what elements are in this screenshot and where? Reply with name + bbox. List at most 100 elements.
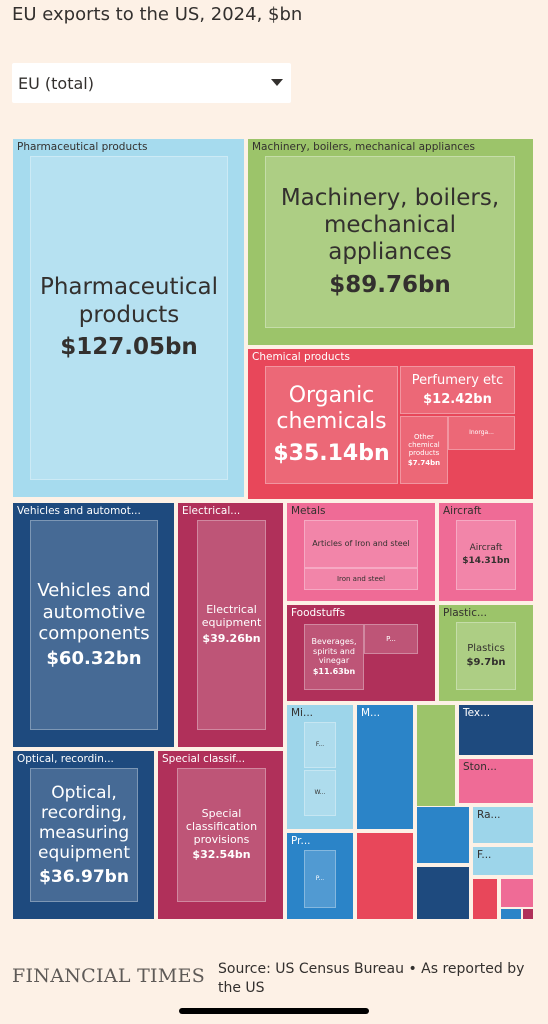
- dropdown-arrow: [271, 79, 283, 86]
- group-label: Chemical products: [252, 351, 350, 363]
- child-value: $35.14bn: [273, 440, 390, 466]
- child-tile: W...: [304, 770, 336, 816]
- child-tile: Electrical equipment $39.26bn: [197, 520, 266, 730]
- group-tile: Optical, recordin...: [12, 750, 155, 920]
- minor-tile: [472, 878, 498, 920]
- group-label: Vehicles and automot...: [17, 505, 141, 517]
- group-label: Mi...: [291, 707, 313, 719]
- child-value: $127.05bn: [60, 334, 198, 361]
- child-tile: Other chemical products $7.74bn: [400, 416, 448, 484]
- child-tile: Vehicles and automotive components $60.32…: [30, 520, 158, 730]
- child-tile: Perfumery etc $12.42bn: [400, 366, 515, 414]
- group-tile: Special classif...: [157, 750, 284, 920]
- child-value: $60.32bn: [46, 648, 142, 670]
- child-value: $89.76bn: [329, 272, 451, 298]
- dropdown[interactable]: EU (total): [12, 63, 291, 103]
- child-tile: F...: [304, 722, 336, 768]
- group-tile: Ra...: [472, 806, 534, 844]
- child-tile: Iron and steel: [304, 568, 418, 590]
- group-label: Tex...: [463, 707, 491, 719]
- group-tile: Metals: [286, 502, 436, 602]
- group-tile: Machinery, boilers, mechanical appliance…: [247, 138, 534, 346]
- child-tile: Plastics $9.7bn: [456, 622, 516, 690]
- child-value: $14.31bn: [462, 556, 510, 567]
- minor-tile: [416, 806, 470, 864]
- child-tile: Inorga...: [448, 416, 515, 450]
- child-tile: Articles of Iron and steel: [304, 520, 418, 568]
- child-value: $39.26bn: [202, 631, 261, 645]
- group-tile: Electrical...: [177, 502, 284, 748]
- child-tile: Machinery, boilers, mechanical appliance…: [265, 156, 515, 328]
- group-label: Electrical...: [182, 505, 241, 517]
- child-name: W...: [314, 789, 326, 797]
- group-tile: Mi...: [286, 704, 354, 830]
- group-label: F...: [477, 849, 492, 861]
- child-name: Special classification provisions: [185, 806, 258, 846]
- group-tile: Aircraft: [438, 502, 534, 602]
- child-name: Other chemical products: [408, 432, 440, 458]
- child-name: Aircraft: [469, 543, 503, 554]
- minor-tile: [416, 866, 470, 920]
- child-value: $7.74bn: [407, 459, 441, 468]
- minor-tile: [500, 908, 522, 920]
- child-tile: P...: [364, 624, 418, 654]
- child-name: P...: [315, 875, 325, 883]
- group-tile: Chemical products: [247, 348, 534, 500]
- group-label: Pharmaceutical products: [17, 141, 148, 153]
- child-tile: P...: [304, 850, 336, 908]
- child-tile: Special classification provisions $32.54b…: [177, 768, 266, 902]
- group-label: Metals: [291, 505, 326, 517]
- child-name: Machinery, boilers, mechanical appliance…: [280, 184, 500, 266]
- child-name: Iron and steel: [336, 574, 386, 583]
- child-value: $32.54bn: [192, 848, 251, 862]
- group-tile: Vehicles and automot...: [12, 502, 175, 748]
- group-tile: M...: [356, 704, 414, 830]
- child-tile: Organic chemicals $35.14bn: [265, 366, 398, 484]
- title: EU exports to the US, 2024, $bn: [12, 4, 303, 25]
- brand: FINANCIAL TIMES: [12, 965, 206, 987]
- group-label: Foodstuffs: [291, 607, 346, 619]
- minor-tile: [500, 878, 534, 908]
- child-name: Vehicles and automotive components: [37, 580, 151, 644]
- child-tile: Pharmaceutical products $127.05bn: [30, 156, 228, 480]
- child-name: Articles of Iron and steel: [312, 539, 410, 549]
- child-name: Organic chemicals: [276, 383, 387, 435]
- group-label: Optical, recordin...: [17, 753, 114, 765]
- child-name: Electrical equipment: [201, 603, 262, 630]
- home-indicator: [179, 1008, 369, 1014]
- dropdown-value: EU (total): [18, 74, 94, 93]
- group-label: Ra...: [477, 809, 501, 821]
- child-tile: Aircraft $14.31bn: [456, 520, 516, 590]
- group-label: Ston...: [463, 761, 497, 773]
- group-label: Pr...: [291, 835, 311, 847]
- child-name: F...: [315, 741, 325, 749]
- group-label: M...: [361, 707, 381, 719]
- child-name: Inorga...: [469, 429, 494, 437]
- child-value: $36.97bn: [39, 867, 129, 888]
- group-tile: F...: [472, 846, 534, 876]
- child-value: $12.42bn: [423, 391, 492, 407]
- child-name: Optical, recording, measuring equipment: [38, 782, 130, 863]
- group-label: Aircraft: [443, 505, 482, 517]
- minor-tile: [356, 832, 414, 920]
- group-label: Machinery, boilers, mechanical appliance…: [252, 141, 475, 153]
- minor-tile: [522, 908, 534, 920]
- child-name: Perfumery etc: [411, 373, 504, 389]
- group-tile: Ston...: [458, 758, 534, 804]
- group-tile: Tex...: [458, 704, 534, 756]
- group-tile: Pharmaceutical products: [12, 138, 245, 498]
- child-value: $11.63bn: [312, 667, 356, 677]
- treemap: Pharmaceutical products Pharmaceutical pr…: [12, 138, 534, 920]
- child-name: Beverages, spirits and vinegar: [311, 637, 357, 665]
- child-name: Pharmaceutical products: [39, 274, 218, 328]
- child-value: $9.7bn: [466, 657, 506, 669]
- group-tile: Pr...: [286, 832, 354, 920]
- source: Source: US Census Bureau • As reported b…: [218, 961, 525, 996]
- child-name: Plastics: [467, 642, 505, 654]
- child-tile: Optical, recording, measuring equipment $…: [30, 768, 138, 902]
- group-label: Plastic...: [443, 607, 487, 619]
- group-tile: Foodstuffs: [286, 604, 436, 702]
- child-tile: Beverages, spirits and vinegar $11.63bn: [304, 624, 364, 690]
- group-tile: Plastic...: [438, 604, 534, 702]
